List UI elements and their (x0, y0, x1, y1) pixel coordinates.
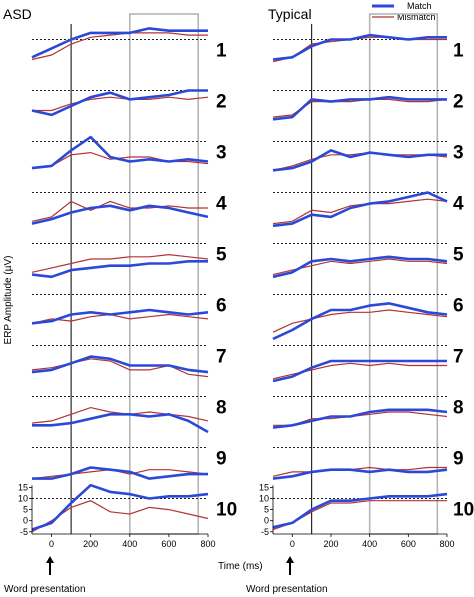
condition-label-asd-2: 2 (216, 92, 227, 113)
x-tick-label-typical-400: 400 (362, 539, 377, 549)
y-tick-label-asd--5: -5 (20, 527, 28, 537)
word-presentation-arrowhead-typical (286, 556, 294, 563)
x-tick-label-asd-200: 200 (83, 539, 98, 549)
legend-match-label: Match (407, 1, 432, 11)
x-tick-label-typical-600: 600 (401, 539, 416, 549)
match-line-asd-7 (31, 355, 209, 374)
x-tick-label-asd-800: 800 (200, 539, 215, 549)
mismatch-line-asd-5 (31, 253, 209, 273)
x-tick-label-asd-600: 600 (161, 539, 176, 549)
x-tick-label-asd-0: 0 (49, 539, 54, 549)
condition-label-typical-2: 2 (453, 92, 464, 113)
y-axis-label: ERP Amplitude (µV) (3, 256, 14, 345)
match-line-typical-1 (272, 33, 447, 61)
condition-label-typical-4: 4 (453, 194, 464, 215)
asd-panel-title: ASD (3, 6, 32, 22)
chart-legend: Match Mismatch (372, 1, 436, 22)
condition-label-typical-8: 8 (453, 398, 464, 419)
y-tick-label-typical-5: 5 (264, 505, 269, 515)
match-line-typical-6 (272, 302, 448, 341)
condition-label-typical-5: 5 (453, 245, 464, 266)
mismatch-line-asd-6 (31, 313, 209, 324)
mismatch-line-typical-7 (272, 362, 447, 380)
y-tick-label-asd-10: 10 (18, 494, 28, 504)
mismatch-line-typical-1 (272, 36, 447, 63)
condition-label-typical-3: 3 (453, 143, 464, 164)
match-line-typical-4 (272, 191, 448, 228)
condition-label-asd-1: 1 (216, 41, 227, 62)
word-presentation-label-typical: Word presentation (246, 584, 328, 595)
match-line-asd-9 (32, 466, 208, 480)
y-tick-label-typical--5: -5 (261, 527, 269, 537)
condition-label-typical-1: 1 (453, 41, 464, 62)
x-tick-label-typical-800: 800 (439, 539, 454, 549)
x-tick-label-typical-0: 0 (290, 539, 295, 549)
match-line-asd-1 (31, 27, 208, 59)
condition-label-asd-4: 4 (216, 194, 227, 215)
x-tick-label-asd-400: 400 (122, 539, 137, 549)
match-line-asd-6 (31, 308, 209, 325)
match-line-typical-3 (272, 149, 447, 172)
legend-mismatch-label: Mismatch (397, 12, 436, 22)
match-line-typical-10 (272, 492, 448, 529)
y-tick-label-typical-15: 15 (259, 482, 269, 492)
match-line-typical-7 (272, 359, 447, 383)
y-tick-label-asd-15: 15 (18, 482, 28, 492)
match-line-asd-8 (32, 412, 209, 434)
condition-label-asd-5: 5 (216, 245, 227, 266)
condition-label-asd-9: 9 (216, 449, 227, 470)
condition-label-asd-10: 10 (216, 500, 237, 521)
condition-label-asd-6: 6 (216, 296, 227, 317)
condition-label-typical-7: 7 (453, 347, 464, 368)
y-tick-label-asd-0: 0 (23, 516, 28, 526)
mismatch-line-typical-2 (272, 98, 448, 118)
condition-label-typical-9: 9 (453, 449, 464, 470)
match-line-typical-5 (272, 255, 448, 279)
condition-label-asd-3: 3 (216, 143, 227, 164)
mismatch-line-typical-10 (272, 500, 447, 531)
match-line-asd-4 (31, 204, 209, 225)
match-line-asd-10 (31, 483, 209, 531)
mismatch-line-asd-2 (32, 96, 209, 112)
condition-label-typical-10: 10 (453, 500, 474, 521)
condition-label-typical-6: 6 (453, 296, 464, 317)
mismatch-line-typical-6 (272, 309, 448, 333)
match-line-asd-3 (31, 135, 209, 170)
analysis-window-asd (128, 13, 200, 535)
y-tick-label-typical-0: 0 (264, 516, 269, 526)
condition-label-asd-8: 8 (216, 398, 227, 419)
mismatch-line-typical-9 (272, 466, 447, 477)
x-axis-label: Time (ms) (218, 561, 263, 572)
analysis-window-typical (368, 13, 439, 535)
typical-panel-title: Typical (268, 6, 312, 22)
match-line-asd-2 (31, 89, 208, 117)
word-presentation-label-asd: Word presentation (4, 584, 86, 595)
y-tick-label-asd-5: 5 (23, 505, 28, 515)
y-tick-label-typical-10: 10 (259, 494, 269, 504)
match-line-typical-9 (272, 468, 448, 480)
match-line-typical-2 (272, 95, 447, 121)
word-presentation-arrowhead-asd (46, 556, 54, 563)
match-line-asd-5 (31, 259, 208, 279)
match-line-typical-8 (272, 408, 448, 429)
condition-label-asd-7: 7 (216, 347, 227, 368)
x-tick-label-typical-200: 200 (323, 539, 338, 549)
mismatch-line-asd-4 (31, 200, 208, 222)
